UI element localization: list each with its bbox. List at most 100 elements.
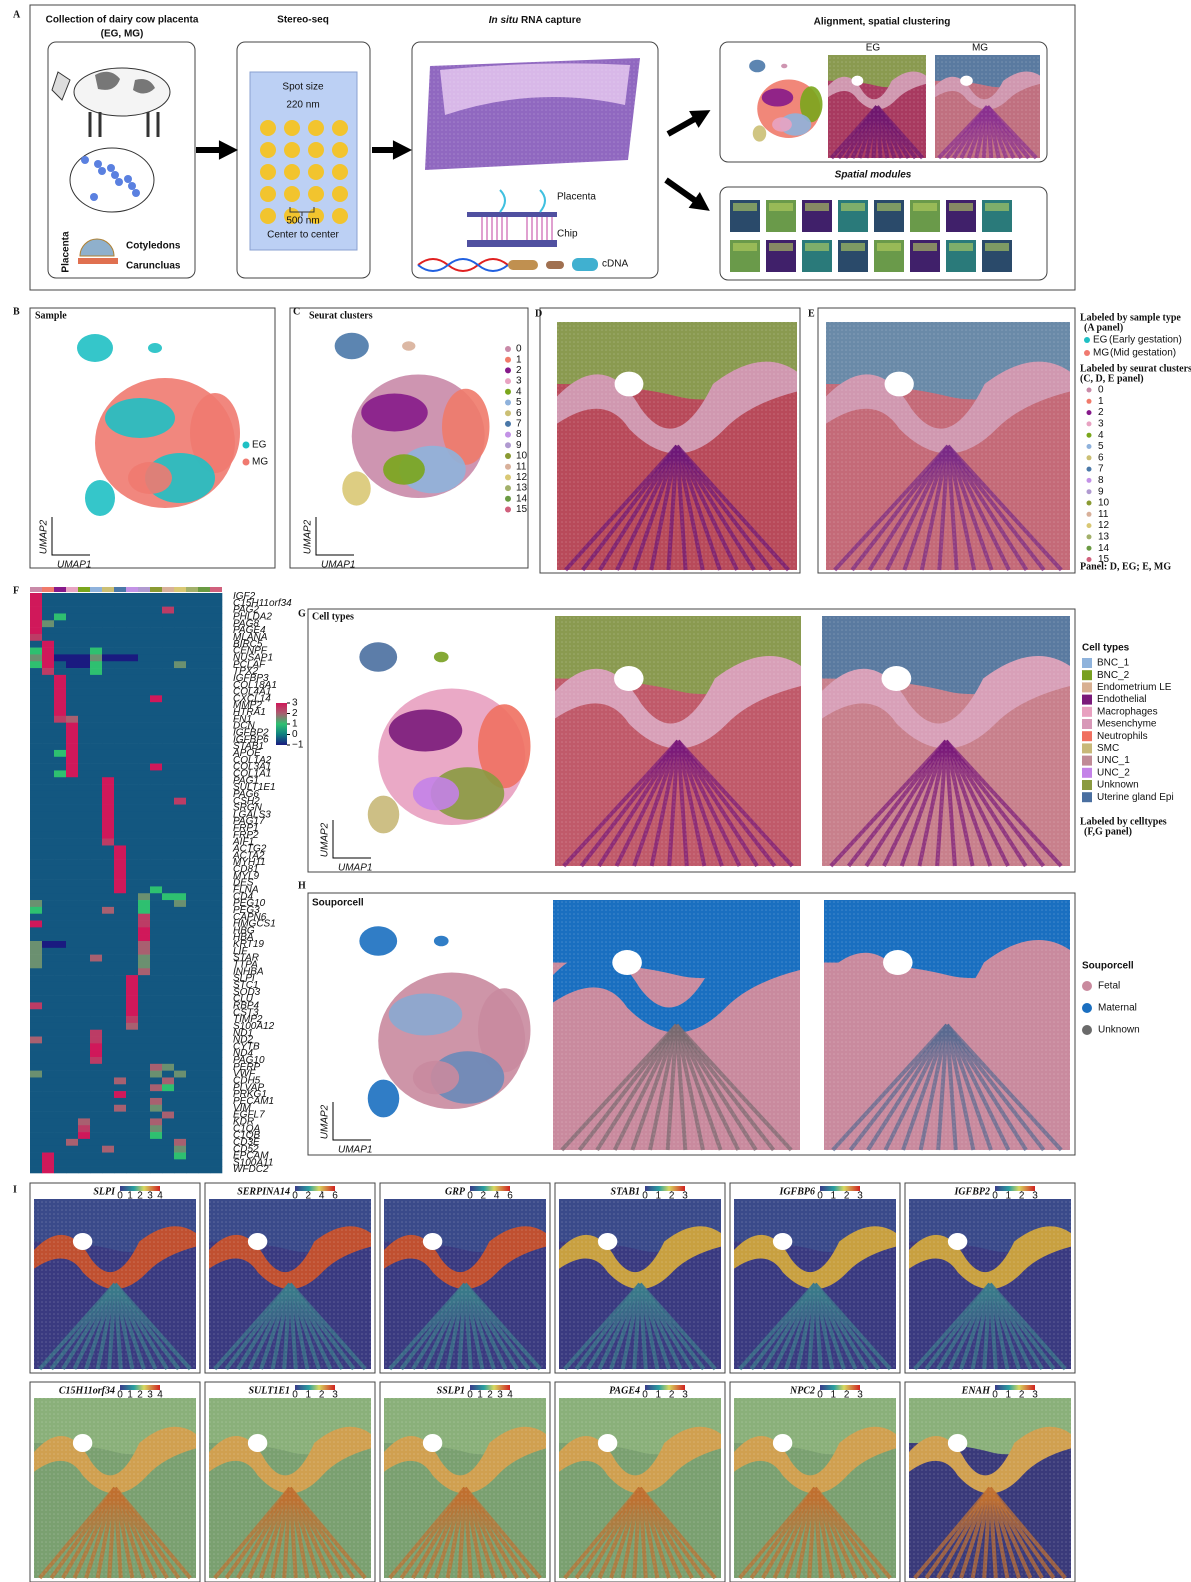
heatmap-cell xyxy=(162,989,174,996)
heatmap-cell xyxy=(90,1132,102,1139)
heatmap-cell xyxy=(162,634,174,641)
heatmap-cell xyxy=(114,907,126,914)
row-label: WFDC2 xyxy=(233,1164,269,1175)
legend-label: Fetal xyxy=(1098,981,1120,992)
heatmap-cell xyxy=(138,627,150,634)
colorbar-tick-label: 2 xyxy=(137,1390,143,1401)
spatial-texture xyxy=(34,1398,196,1578)
heatmap-cell xyxy=(102,1105,114,1112)
heatmap-cell xyxy=(126,607,138,614)
heatmap-cell xyxy=(174,934,186,941)
column-annotation xyxy=(186,587,198,592)
colorbar-tick-label: 4 xyxy=(157,1390,163,1401)
heatmap-cell xyxy=(186,1153,198,1160)
heatmap-cell xyxy=(174,839,186,846)
heatmap-cell xyxy=(198,1105,210,1112)
heatmap-cell xyxy=(66,927,78,934)
heatmap-cell xyxy=(162,927,174,934)
heatmap-cell xyxy=(138,1009,150,1016)
heatmap-cell xyxy=(90,866,102,873)
heatmap-cell xyxy=(126,634,138,641)
spot xyxy=(284,142,300,158)
heatmap-cell xyxy=(102,1125,114,1132)
heatmap-cell xyxy=(150,1037,162,1044)
heatmap-cell xyxy=(126,1023,138,1030)
annotation: Cotyledons xyxy=(126,241,181,252)
heatmap-cell xyxy=(162,907,174,914)
heatmap-cell xyxy=(198,654,210,661)
heatmap-cell xyxy=(66,1118,78,1125)
heatmap-cell xyxy=(150,1071,162,1078)
heatmap-cell xyxy=(78,593,90,600)
legend-marker xyxy=(1087,421,1092,426)
heatmap-cell xyxy=(102,777,114,784)
heatmap-cell xyxy=(174,1118,186,1125)
heatmap-cell xyxy=(30,641,42,648)
legend-marker xyxy=(505,389,511,395)
heatmap-cell xyxy=(186,729,198,736)
panel-label: I xyxy=(13,1184,17,1195)
heatmap-cell xyxy=(114,777,126,784)
legend-label: Unknown xyxy=(1097,780,1139,791)
heatmap-cell xyxy=(102,839,114,846)
heatmap-cell xyxy=(66,798,78,805)
heatmap-cell xyxy=(90,989,102,996)
legend-marker xyxy=(1087,444,1092,449)
heatmap-cell xyxy=(66,689,78,696)
heatmap-cell xyxy=(126,1050,138,1057)
spatial-texture xyxy=(909,1199,1071,1369)
heatmap-cell xyxy=(78,886,90,893)
heatmap-cell xyxy=(102,607,114,614)
spatial-texture xyxy=(384,1398,546,1578)
heatmap-cell xyxy=(42,770,54,777)
heatmap-cell xyxy=(174,961,186,968)
heatmap-cell xyxy=(42,750,54,757)
column-annotation xyxy=(54,587,66,592)
heatmap-cell xyxy=(174,825,186,832)
expression-colorbar xyxy=(295,1385,335,1390)
module-hot xyxy=(805,203,829,211)
heatmap-cell xyxy=(42,927,54,934)
heatmap-cell xyxy=(102,648,114,655)
heatmap-cell xyxy=(126,736,138,743)
heatmap-cell xyxy=(186,695,198,702)
heatmap-cell xyxy=(42,764,54,771)
heatmap-cell xyxy=(210,1146,222,1153)
heatmap-cell xyxy=(30,1125,42,1132)
heatmap-cell xyxy=(114,1009,126,1016)
heatmap-cell xyxy=(162,968,174,975)
heatmap-cell xyxy=(54,791,66,798)
heatmap-cell xyxy=(102,613,114,620)
heatmap-cell xyxy=(198,873,210,880)
heatmap-cell xyxy=(42,757,54,764)
heatmap-cell xyxy=(138,818,150,825)
heatmap-cell xyxy=(78,1023,90,1030)
heatmap-cell xyxy=(90,839,102,846)
heatmap-cell xyxy=(126,1112,138,1119)
heatmap-cell xyxy=(162,600,174,607)
heatmap-cell xyxy=(54,593,66,600)
heatmap-cell xyxy=(126,873,138,880)
dna-blue xyxy=(418,259,508,271)
legend-label: 0 xyxy=(1098,385,1104,396)
column-annotation xyxy=(102,587,114,592)
heatmap-cell xyxy=(174,1112,186,1119)
axis-label: UMAP1 xyxy=(338,1145,372,1156)
heatmap-cell xyxy=(54,1098,66,1105)
annotation: Spot size xyxy=(282,82,324,93)
heatmap-cell xyxy=(90,723,102,730)
heatmap-cell xyxy=(210,613,222,620)
heatmap-cell xyxy=(102,893,114,900)
heatmap-cell xyxy=(90,975,102,982)
heatmap-cell xyxy=(66,675,78,682)
heatmap-cell xyxy=(186,1098,198,1105)
heatmap-cell xyxy=(174,1023,186,1030)
heatmap-cell xyxy=(66,859,78,866)
heatmap-cell xyxy=(186,927,198,934)
heatmap-cell xyxy=(66,845,78,852)
heatmap-cell xyxy=(114,1105,126,1112)
heatmap-cell xyxy=(198,818,210,825)
heatmap-cell xyxy=(210,880,222,887)
heatmap-cell xyxy=(186,716,198,723)
heatmap-cell xyxy=(198,661,210,668)
